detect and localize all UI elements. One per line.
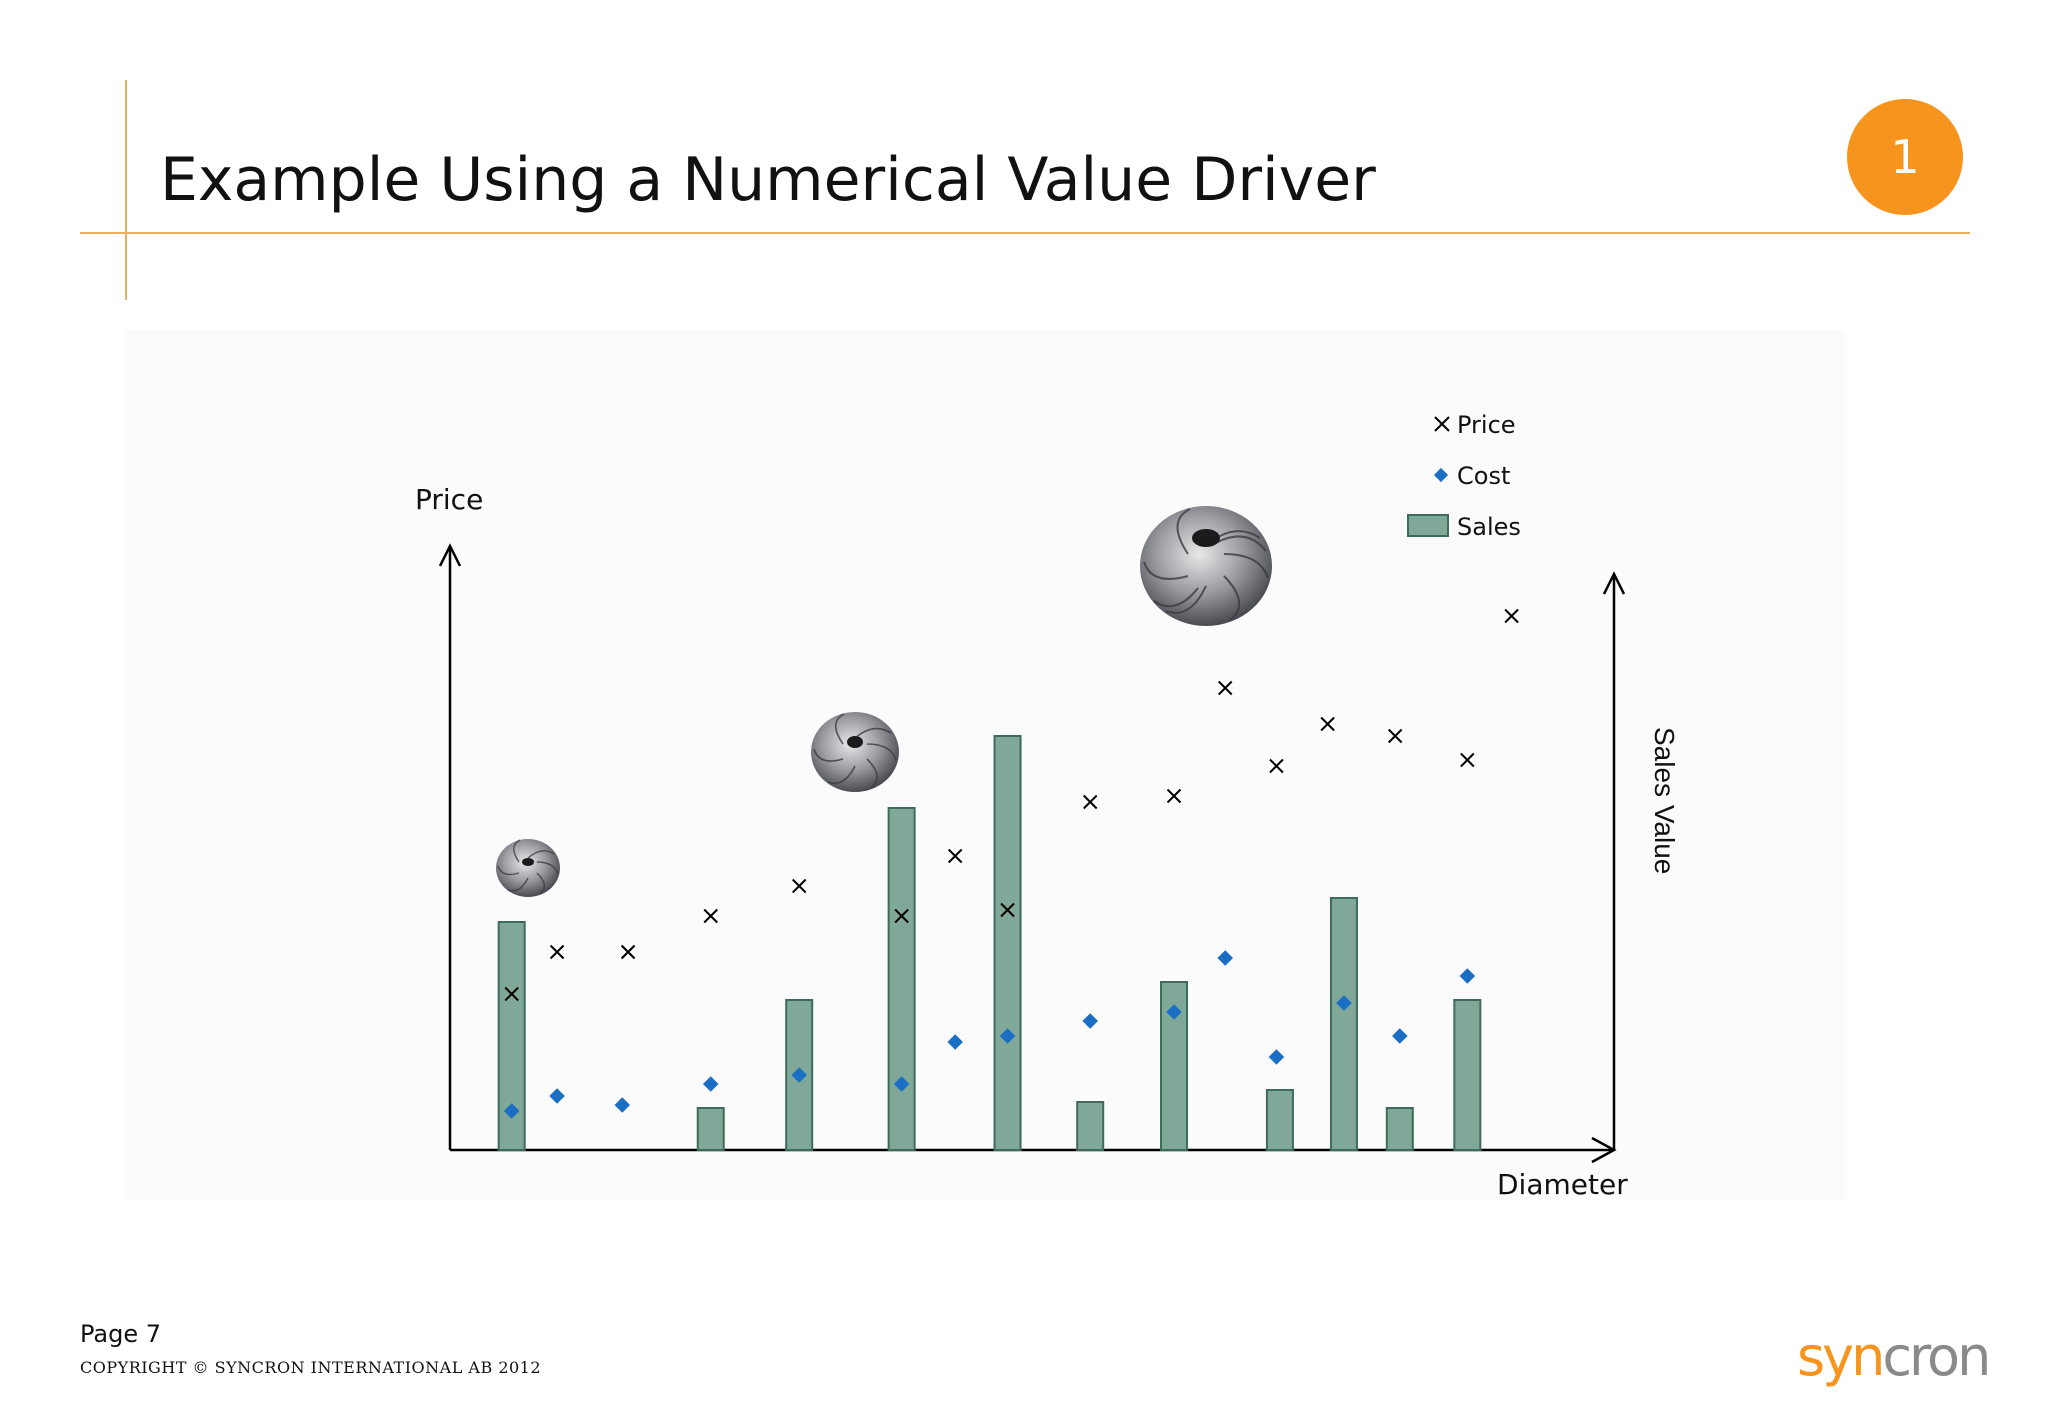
legend-sales-label: Sales — [1457, 513, 1521, 541]
title-rule-horizontal — [80, 232, 1970, 234]
legend-price-marker — [1434, 416, 1450, 432]
cost-marker-1 — [503, 1103, 520, 1119]
x-axis-label: Diameter — [1497, 1168, 1628, 1201]
sales-bar-4 — [887, 807, 916, 1151]
legend-cost-label: Cost — [1457, 462, 1510, 490]
legend-cost-marker — [1433, 467, 1449, 483]
title-rule-vertical — [125, 80, 127, 300]
sales-bars — [497, 735, 1482, 1151]
cost-marker-9 — [1082, 1013, 1098, 1029]
cost-marker-5 — [791, 1067, 807, 1083]
sales-bar-10 — [1385, 1107, 1414, 1151]
cost-markers — [503, 950, 1476, 1119]
sales-bar-6 — [1076, 1101, 1105, 1151]
price-marker-5 — [791, 878, 807, 894]
price-marker-16 — [1504, 608, 1519, 624]
price-marker-4 — [703, 908, 718, 924]
cost-marker-12 — [1268, 1049, 1285, 1065]
sales-bar-8 — [1265, 1089, 1294, 1151]
price-marker-6 — [894, 908, 909, 924]
price-marker-7 — [947, 848, 963, 864]
right-axis-arrowhead — [1602, 571, 1626, 595]
y-axis-arrowhead — [438, 543, 462, 567]
price-marker-2 — [549, 944, 565, 960]
impeller-image-small — [496, 839, 560, 897]
cost-marker-14 — [1392, 1028, 1408, 1044]
cost-marker-4 — [702, 1076, 719, 1092]
cost-marker-15 — [1459, 968, 1476, 984]
sales-bar-2 — [696, 1107, 725, 1151]
cost-marker-11 — [1217, 950, 1234, 966]
sales-bar-5 — [993, 735, 1022, 1151]
cost-marker-7 — [947, 1034, 963, 1050]
price-marker-9 — [1082, 794, 1098, 810]
legend-sales-swatch — [1407, 514, 1449, 537]
slide-number-badge: 1 — [1847, 99, 1963, 215]
price-marker-11 — [1218, 680, 1233, 696]
price-marker-13 — [1320, 716, 1335, 732]
y-axis-label: Price — [415, 483, 483, 516]
impeller-image-large — [1140, 506, 1272, 626]
price-marker-1 — [504, 986, 519, 1002]
price-marker-15 — [1460, 752, 1475, 768]
price-marker-8 — [1000, 902, 1015, 918]
price-marker-10 — [1166, 788, 1182, 804]
cost-marker-13 — [1336, 995, 1352, 1011]
legend-price-label: Price — [1457, 411, 1516, 439]
price-marker-3 — [620, 944, 636, 960]
price-marker-14 — [1387, 728, 1403, 744]
cost-marker-2 — [549, 1088, 565, 1104]
sales-bar-1 — [497, 921, 526, 1151]
right-axis-label: Sales Value — [1649, 727, 1680, 874]
impeller-image-medium — [811, 712, 899, 792]
syncron-logo: syncron — [1797, 1325, 1991, 1388]
sales-bar-9 — [1329, 897, 1358, 1151]
price-marker-12 — [1269, 758, 1284, 774]
page-number: Page 7 — [80, 1320, 161, 1348]
cost-marker-3 — [614, 1097, 631, 1113]
price-markers — [504, 608, 1519, 1002]
copyright-notice: COPYRIGHT © SYNCRON INTERNATIONAL AB 201… — [80, 1358, 542, 1377]
cost-marker-8 — [999, 1028, 1016, 1044]
sales-bar-11 — [1453, 999, 1482, 1151]
chart-background — [125, 330, 1845, 1200]
slide-title: Example Using a Numerical Value Driver — [160, 145, 1376, 215]
cost-marker-6 — [893, 1076, 910, 1092]
legend: Price Cost Sales — [1407, 411, 1521, 541]
cost-marker-10 — [1166, 1004, 1182, 1020]
